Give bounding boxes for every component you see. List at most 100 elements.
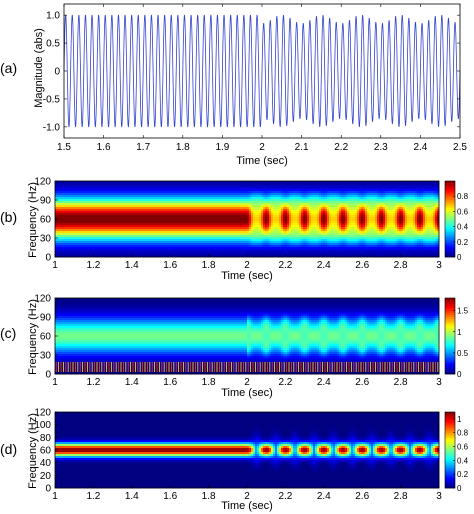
heatmap-cell (77, 249, 80, 252)
heatmap-cell (145, 203, 148, 206)
heatmap-cell (155, 243, 158, 246)
heatmap-cell (91, 185, 94, 188)
heatmap-cell (205, 227, 208, 230)
heatmap-cell (129, 195, 132, 198)
heatmap-cell (285, 243, 288, 246)
heatmap-cell (131, 245, 134, 248)
heatmap-cell (231, 245, 234, 248)
heatmap-cell (139, 253, 142, 256)
heatmap-cell (111, 187, 114, 190)
heatmap-cell (95, 247, 98, 250)
heatmap-cell (85, 231, 88, 234)
heatmap-cell (237, 227, 240, 230)
heatmap-cell (63, 183, 66, 186)
heatmap-cell (177, 219, 180, 222)
heatmap-cell (73, 223, 76, 226)
heatmap-cell (83, 223, 86, 226)
heatmap-cell (141, 245, 144, 248)
heatmap-cell (183, 215, 186, 218)
heatmap-cell (239, 239, 242, 242)
heatmap-cell (209, 203, 212, 206)
heatmap-cell (147, 185, 150, 188)
heatmap-cell (207, 251, 210, 254)
heatmap-cell (247, 231, 250, 234)
heatmap-cell (209, 187, 212, 190)
heatmap-cell (279, 237, 282, 240)
heatmap-cell (169, 247, 172, 250)
heatmap-cell (303, 225, 306, 228)
heatmap-cell (297, 219, 300, 222)
heatmap-cell (87, 245, 90, 248)
heatmap-cell (249, 241, 252, 244)
heatmap-cell (243, 243, 246, 246)
heatmap-cell (235, 217, 238, 220)
heatmap-cell (227, 193, 230, 196)
heatmap-cell (289, 203, 292, 206)
heatmap-cell (149, 181, 152, 184)
heatmap-cell (225, 229, 228, 232)
heatmap-cell (137, 195, 140, 198)
heatmap-cell (287, 199, 290, 202)
heatmap-cell (179, 191, 182, 194)
heatmap-cell (217, 183, 220, 186)
heatmap-cell (111, 197, 114, 200)
panel-a-xlabel: Time (sec) (236, 155, 288, 167)
heatmap-cell (175, 195, 178, 198)
heatmap-cell (295, 215, 298, 218)
heatmap-cell (181, 199, 184, 202)
heatmap-cell (109, 255, 112, 258)
heatmap-cell (77, 233, 80, 236)
heatmap-cell (169, 231, 172, 234)
heatmap-cell (249, 227, 252, 230)
heatmap-cell (153, 201, 156, 204)
heatmap-cell (135, 191, 138, 194)
heatmap-cell (203, 195, 206, 198)
heatmap-cell (129, 205, 132, 208)
heatmap-cell (133, 237, 136, 240)
heatmap-cell (267, 207, 270, 210)
heatmap-cell (239, 215, 242, 218)
heatmap-cell (221, 193, 224, 196)
heatmap-cell (297, 225, 300, 228)
heatmap-cell (69, 209, 72, 212)
heatmap-cell (279, 235, 282, 238)
heatmap-cell (207, 183, 210, 186)
heatmap-cell (209, 251, 212, 254)
heatmap-cell (309, 223, 312, 226)
heatmap-cell (99, 229, 102, 232)
heatmap-cell (313, 185, 316, 188)
heatmap-cell (117, 229, 120, 232)
heatmap-cell (303, 185, 306, 188)
heatmap-cell (173, 185, 176, 188)
heatmap-cell (307, 191, 310, 194)
heatmap-cell (125, 185, 128, 188)
heatmap-cell (109, 209, 112, 212)
heatmap-cell (241, 191, 244, 194)
heatmap-cell (57, 213, 60, 216)
heatmap-cell (225, 199, 228, 202)
heatmap-cell (107, 221, 110, 224)
heatmap-cell (261, 197, 264, 200)
heatmap-cell (211, 255, 214, 258)
heatmap-cell (165, 253, 168, 256)
panel-a-waveform: (a) Magnitude (abs) 1.5 1.6 1.7 1.8 1.9 2 2.1 2… (0, 3, 467, 167)
heatmap-cell (125, 197, 128, 200)
heatmap-cell (261, 253, 264, 256)
heatmap-cell (171, 233, 174, 236)
heatmap-cell (203, 255, 206, 258)
heatmap-cell (213, 249, 216, 252)
x-tick-label: 1.7 (136, 142, 150, 153)
heatmap-cell (241, 197, 244, 200)
heatmap-cell (189, 223, 192, 226)
heatmap-cell (73, 231, 76, 234)
heatmap-cell (125, 217, 128, 220)
heatmap-cell (131, 205, 134, 208)
heatmap-cell (159, 247, 162, 250)
heatmap-cell (55, 201, 58, 204)
heatmap-cell (305, 203, 308, 206)
heatmap-cell (261, 201, 264, 204)
heatmap-cell (79, 253, 82, 256)
heatmap-cell (211, 207, 214, 210)
heatmap-cell (193, 237, 196, 240)
heatmap-cell (269, 243, 272, 246)
